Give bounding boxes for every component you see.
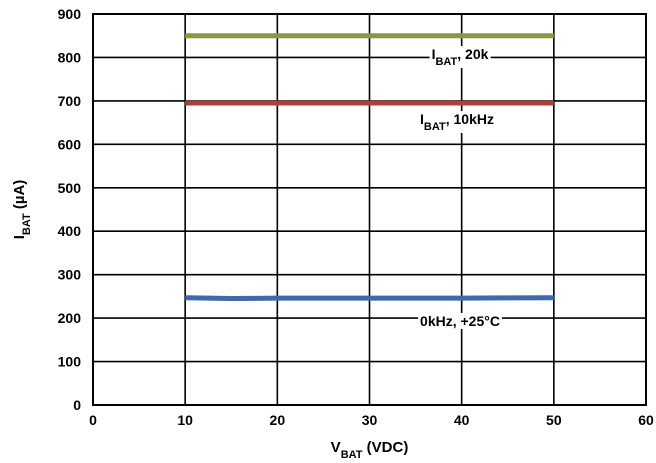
x-tick-label: 30 <box>362 412 378 428</box>
x-tick-label: 20 <box>270 412 286 428</box>
y-tick-label: 800 <box>58 49 82 65</box>
x-tick-label: 60 <box>638 412 654 428</box>
y-tick-label: 100 <box>58 354 82 370</box>
series-label: IBAT, 20k <box>432 46 489 68</box>
y-tick-label: 700 <box>58 93 82 109</box>
y-tick-label: 0 <box>73 397 81 413</box>
series-label-backing <box>418 313 502 329</box>
y-tick-label: 400 <box>58 223 82 239</box>
series-label-backing <box>429 46 491 68</box>
series-label: IBAT, 10kHz <box>420 111 494 133</box>
series-label-backing <box>418 111 496 133</box>
x-axis-title: VBAT (VDC) <box>331 439 409 461</box>
series-label: 0kHz, +25°C <box>420 313 500 329</box>
y-tick-label: 900 <box>58 6 82 22</box>
plot-border <box>92 13 647 406</box>
x-tick-label: 10 <box>177 412 193 428</box>
y-axis-title: IBAT (µA) <box>11 180 33 240</box>
x-tick-label: 40 <box>454 412 470 428</box>
x-tick-label: 0 <box>89 412 97 428</box>
series-line <box>185 295 554 302</box>
x-tick-label: 50 <box>546 412 562 428</box>
y-tick-label: 300 <box>58 267 82 283</box>
y-tick-label: 500 <box>58 180 82 196</box>
y-tick-label: 200 <box>58 310 82 326</box>
y-tick-label: 600 <box>58 136 82 152</box>
